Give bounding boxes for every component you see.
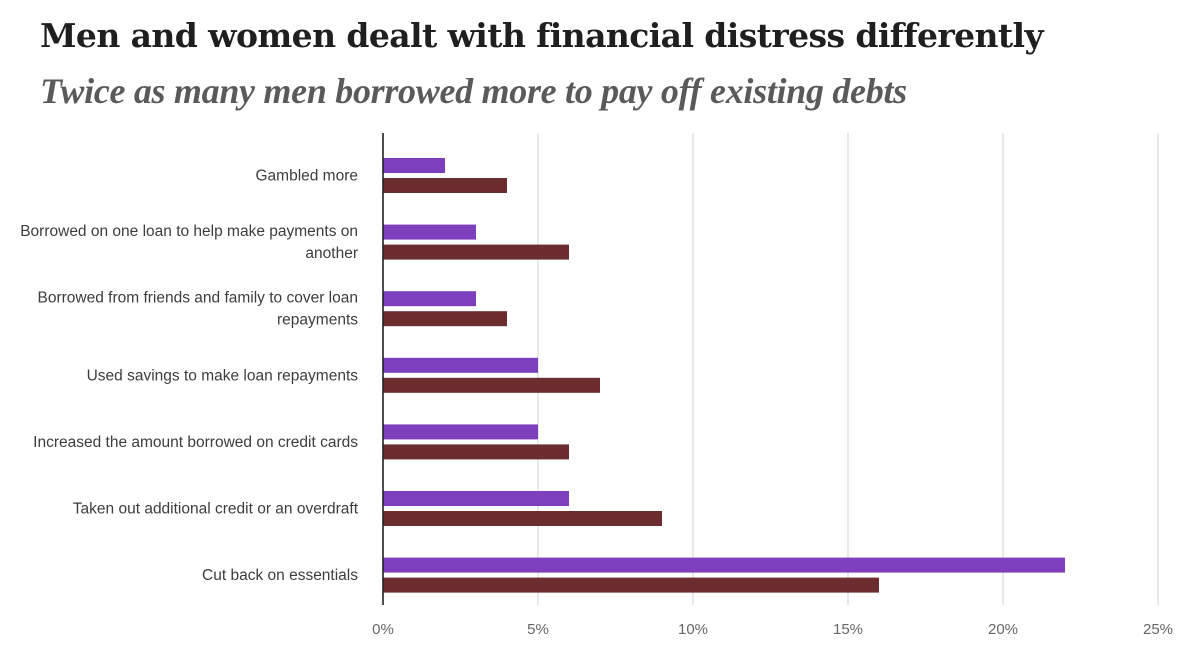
category-label-line: Borrowed from friends and family to cove…	[38, 290, 358, 307]
bar-series-2	[383, 311, 507, 327]
bars	[383, 158, 1065, 593]
x-tick-label: 20%	[988, 621, 1018, 638]
category-label-line: Taken out additional credit or an overdr…	[73, 501, 359, 518]
bar-series-1	[383, 224, 476, 240]
category-label-line: Borrowed on one loan to help make paymen…	[20, 223, 358, 240]
category-label: Borrowed from friends and family to cove…	[38, 290, 359, 329]
x-tick-label: 25%	[1143, 621, 1173, 638]
category-label: Cut back on essentials	[202, 567, 358, 584]
bar-series-2	[383, 577, 879, 593]
bar-series-1	[383, 158, 445, 173]
category-label: Gambled more	[255, 168, 358, 185]
category-label-line: Increased the amount borrowed on credit …	[33, 434, 358, 451]
category-label: Increased the amount borrowed on credit …	[33, 434, 358, 451]
bar-series-2	[383, 444, 569, 460]
x-tick-label: 0%	[372, 621, 394, 638]
chart-subtitle: Twice as many men borrowed more to pay o…	[40, 71, 907, 111]
chart-title: Men and women dealt with financial distr…	[40, 16, 1044, 55]
x-tick-label: 5%	[527, 621, 549, 638]
bar-series-1	[383, 557, 1065, 573]
bar-series-1	[383, 491, 569, 506]
x-tick-label: 15%	[833, 621, 863, 638]
category-label-line: Gambled more	[255, 168, 358, 185]
bar-series-1	[383, 291, 476, 307]
category-label: Used savings to make loan repayments	[87, 367, 359, 384]
x-tick-label: 10%	[678, 621, 708, 638]
bar-series-2	[383, 511, 662, 526]
category-label-line: another	[305, 245, 358, 262]
category-labels: Gambled more Borrowed on one loan to help…	[20, 168, 358, 585]
category-label-line: repayments	[277, 312, 358, 329]
bar-series-1	[383, 424, 538, 440]
category-label: Borrowed on one loan to help make paymen…	[20, 223, 358, 262]
category-label-line: Cut back on essentials	[202, 567, 358, 584]
category-label: Taken out additional credit or an overdr…	[73, 501, 359, 518]
bar-series-2	[383, 178, 507, 193]
bar-series-2	[383, 244, 569, 260]
gridlines	[537, 133, 1159, 605]
bar-series-2	[383, 377, 600, 393]
category-label-line: Used savings to make loan repayments	[87, 367, 359, 384]
bar-series-1	[383, 357, 538, 373]
x-axis-ticks: 0% 5% 10% 15% 20% 25%	[372, 621, 1173, 638]
